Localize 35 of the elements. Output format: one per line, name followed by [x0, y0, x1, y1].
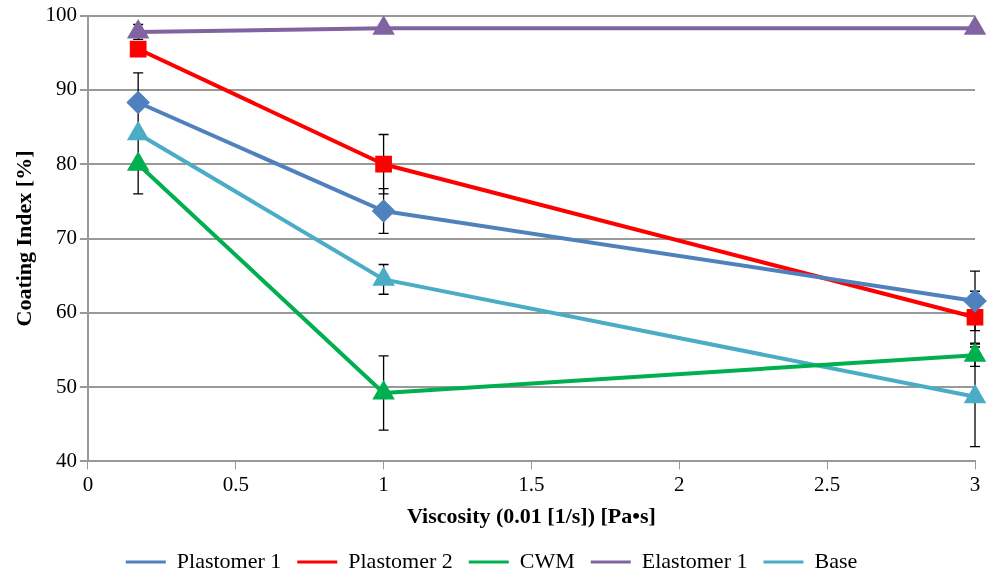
- point: [965, 344, 985, 362]
- y-tick-label: 60: [55, 299, 77, 324]
- point: [128, 153, 148, 171]
- point: [373, 382, 394, 400]
- y-tick-label: 50: [55, 373, 77, 398]
- point: [373, 268, 394, 286]
- legend-label: Elastomer 1: [641, 547, 748, 573]
- x-tick-label: 0: [82, 471, 94, 496]
- point: [965, 17, 985, 35]
- y-tick-label: 80: [55, 150, 77, 175]
- point: [129, 40, 147, 58]
- y-tick-label: 70: [55, 225, 77, 250]
- legend-label: Base: [814, 547, 858, 573]
- point: [128, 122, 148, 141]
- x-tick-label: 1: [378, 471, 389, 496]
- x-tick-label: 2.5: [814, 471, 841, 496]
- y-tick-label: 100: [45, 2, 77, 27]
- x-axis-title: Viscosity (0.01 [1/s]) [Pa•s]: [407, 503, 656, 529]
- legend-label: CWM: [519, 547, 575, 573]
- y-tick-label: 40: [55, 447, 77, 472]
- x-tick-label: 1.5: [518, 471, 545, 496]
- legend-label: Plastomer 1: [176, 547, 282, 573]
- legend-label: Plastomer 2: [348, 547, 453, 573]
- x-tick-label: 3: [969, 471, 981, 496]
- point: [127, 91, 150, 114]
- point: [966, 308, 984, 326]
- point: [965, 385, 985, 404]
- y-tick-label: 90: [55, 76, 77, 101]
- point: [375, 155, 392, 173]
- point: [128, 20, 148, 39]
- y-axis-title: Coating Index [%]: [10, 150, 36, 327]
- point: [373, 17, 394, 35]
- x-tick-label: 0.5: [222, 471, 249, 496]
- x-tick-label: 2: [674, 471, 685, 496]
- point: [964, 289, 986, 312]
